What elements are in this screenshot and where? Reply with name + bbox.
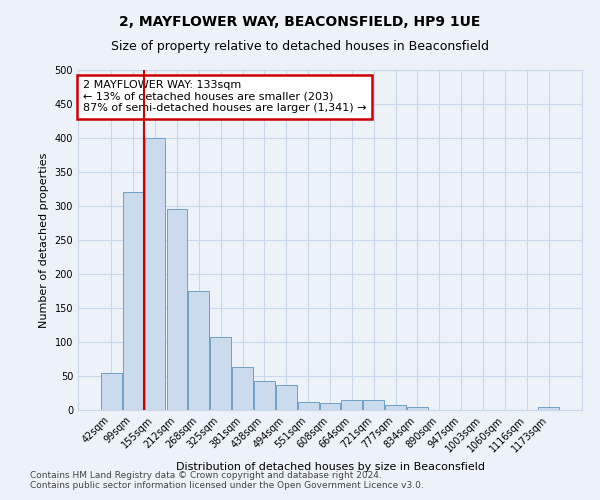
Bar bbox=[254, 382, 275, 410]
X-axis label: Distribution of detached houses by size in Beaconsfield: Distribution of detached houses by size … bbox=[176, 462, 485, 472]
Bar bbox=[341, 400, 362, 410]
Bar bbox=[167, 210, 187, 410]
Bar bbox=[364, 400, 384, 410]
Y-axis label: Number of detached properties: Number of detached properties bbox=[39, 152, 49, 328]
Bar bbox=[320, 403, 340, 410]
Bar bbox=[123, 192, 143, 410]
Bar bbox=[385, 404, 406, 410]
Bar bbox=[232, 367, 253, 410]
Bar bbox=[145, 138, 166, 410]
Text: Contains HM Land Registry data © Crown copyright and database right 2024.
Contai: Contains HM Land Registry data © Crown c… bbox=[30, 470, 424, 490]
Bar bbox=[407, 406, 428, 410]
Text: 2 MAYFLOWER WAY: 133sqm
← 13% of detached houses are smaller (203)
87% of semi-d: 2 MAYFLOWER WAY: 133sqm ← 13% of detache… bbox=[83, 80, 367, 114]
Bar bbox=[188, 291, 209, 410]
Bar bbox=[298, 402, 319, 410]
Bar bbox=[101, 372, 122, 410]
Text: 2, MAYFLOWER WAY, BEACONSFIELD, HP9 1UE: 2, MAYFLOWER WAY, BEACONSFIELD, HP9 1UE bbox=[119, 15, 481, 29]
Bar bbox=[276, 385, 296, 410]
Bar bbox=[210, 336, 231, 410]
Bar bbox=[538, 406, 559, 410]
Text: Size of property relative to detached houses in Beaconsfield: Size of property relative to detached ho… bbox=[111, 40, 489, 53]
